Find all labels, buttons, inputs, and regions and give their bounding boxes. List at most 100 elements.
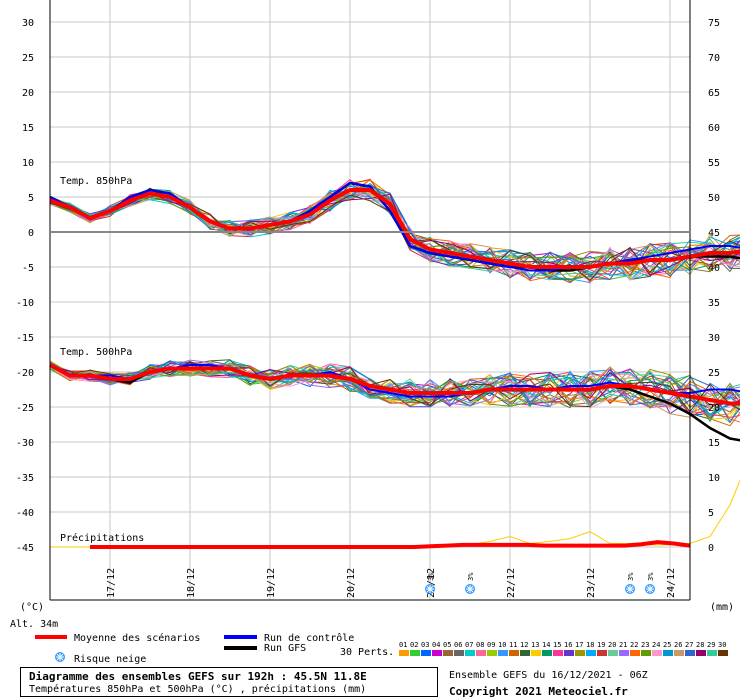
left-tick-label: 15 <box>22 123 34 134</box>
member-number-label: 17 <box>575 641 583 649</box>
snow-risk-percent-label: 3% <box>467 572 475 581</box>
member-color-swatch <box>575 650 585 656</box>
member-number-label: 27 <box>685 641 693 649</box>
member-number-label: 18 <box>586 641 594 649</box>
member-number-label: 10 <box>498 641 506 649</box>
left-tick-label: -20 <box>16 368 34 379</box>
right-tick-label: 50 <box>708 193 720 204</box>
member-color-swatch <box>586 650 596 656</box>
member-color-swatch <box>641 650 651 656</box>
snowflake-icon <box>465 584 475 594</box>
member-number-label: 29 <box>707 641 715 649</box>
legend-gfs-label: Run GFS <box>264 643 306 654</box>
member-number-label: 20 <box>608 641 616 649</box>
day-tick-label: 19/12 <box>266 568 277 598</box>
member-color-swatch <box>421 650 431 656</box>
snowflake-strokes <box>646 585 654 593</box>
panel-label-t500: Temp. 500hPa <box>60 347 132 358</box>
right-tick-label: 40 <box>708 263 720 274</box>
right-tick-label: 75 <box>708 18 720 29</box>
title-box: Diagramme des ensembles GEFS sur 192h : … <box>20 667 438 697</box>
right-unit-label: (mm) <box>710 602 734 613</box>
right-tick-label: 45 <box>708 228 720 239</box>
member-color-swatch <box>465 650 475 656</box>
left-tick-label: -5 <box>22 263 34 274</box>
right-tick-label: 60 <box>708 123 720 134</box>
member-number-label: 06 <box>454 641 462 649</box>
day-tick-label: 22/12 <box>506 568 517 598</box>
member-number-label: 24 <box>652 641 660 649</box>
source-label: Ensemble GEFS du 16/12/2021 - 06Z <box>449 670 648 681</box>
snowflake-icon <box>625 584 635 594</box>
right-tick-label: 35 <box>708 298 720 309</box>
right-tick-label: 55 <box>708 158 720 169</box>
day-tick-label: 21/12 <box>426 568 437 598</box>
chart-subtitle: Températures 850hPa et 500hPa (°C) , pré… <box>29 684 367 695</box>
legend-snow-label: Risque neige <box>74 654 146 665</box>
member-color-swatch <box>399 650 409 656</box>
member-color-swatch <box>531 650 541 656</box>
member-color-swatch <box>597 650 607 656</box>
left-unit-label: (°C) <box>20 602 44 613</box>
right-tick-label: 70 <box>708 53 720 64</box>
axes <box>49 0 691 601</box>
member-number-label: 23 <box>641 641 649 649</box>
member-number-label: 11 <box>509 641 517 649</box>
member-number-label: 04 <box>432 641 440 649</box>
right-tick-label: 20 <box>708 403 720 414</box>
left-tick-label: 20 <box>22 88 34 99</box>
member-color-swatch <box>663 650 673 656</box>
snow-risk-percent-label: 3% <box>647 572 655 581</box>
t850-mean-line <box>49 188 740 269</box>
day-tick-label: 24/12 <box>666 568 677 598</box>
t850-member-line <box>49 185 740 281</box>
axis-tick-labels: 302520151050-5-10-15-20-25-30-35-40-4575… <box>16 18 720 598</box>
member-number-label: 15 <box>553 641 561 649</box>
left-tick-label: -30 <box>16 438 34 449</box>
left-tick-label: 0 <box>28 228 34 239</box>
member-color-swatch <box>564 650 574 656</box>
snowflake-strokes <box>626 585 634 593</box>
member-number-label: 25 <box>663 641 671 649</box>
main-series-lines <box>49 181 740 549</box>
member-number-label: 16 <box>564 641 572 649</box>
legend-perts-label: 30 Perts. <box>340 647 394 658</box>
member-color-swatch <box>498 650 508 656</box>
snowflake-strokes <box>466 585 474 593</box>
member-color-swatch <box>630 650 640 656</box>
t850-member-line <box>49 187 740 272</box>
snow-risk-markers: 3% 3% 3% 3% <box>425 572 655 594</box>
member-number-label: 30 <box>718 641 726 649</box>
member-color-swatch <box>520 650 530 656</box>
member-number-label: 14 <box>542 641 550 649</box>
left-tick-label: -35 <box>16 473 34 484</box>
left-tick-label: 5 <box>28 193 34 204</box>
member-color-swatch <box>454 650 464 656</box>
right-tick-label: 10 <box>708 473 720 484</box>
left-tick-label: -10 <box>16 298 34 309</box>
member-color-swatch <box>410 650 420 656</box>
right-tick-label: 0 <box>708 543 714 554</box>
day-tick-label: 18/12 <box>186 568 197 598</box>
copyright-label: Copyright 2021 Meteociel.fr <box>449 685 628 698</box>
snowflake-icon <box>645 584 655 594</box>
member-color-swatch <box>685 650 695 656</box>
legend-control-label: Run de contrôle <box>264 632 354 644</box>
panel-label-t850: Temp. 850hPa <box>60 176 132 187</box>
member-color-legend: 01 02 03 04 05 06 07 08 09 10 11 12 13 14 15 16 17 18 19 20… <box>399 641 728 656</box>
legend: Moyenne des scénarios Run de contrôle Ru… <box>35 632 728 665</box>
member-number-label: 19 <box>597 641 605 649</box>
member-color-swatch <box>718 650 728 656</box>
snow-risk-percent-label: 3% <box>427 572 435 581</box>
right-tick-label: 25 <box>708 368 720 379</box>
member-color-swatch <box>707 650 717 656</box>
day-tick-label: 20/12 <box>346 568 357 598</box>
member-color-swatch <box>553 650 563 656</box>
snowflake-strokes <box>426 585 434 593</box>
t500-member-line <box>49 360 740 424</box>
member-color-swatch <box>674 650 684 656</box>
member-color-swatch <box>476 650 486 656</box>
member-number-label: 09 <box>487 641 495 649</box>
left-tick-label: -25 <box>16 403 34 414</box>
